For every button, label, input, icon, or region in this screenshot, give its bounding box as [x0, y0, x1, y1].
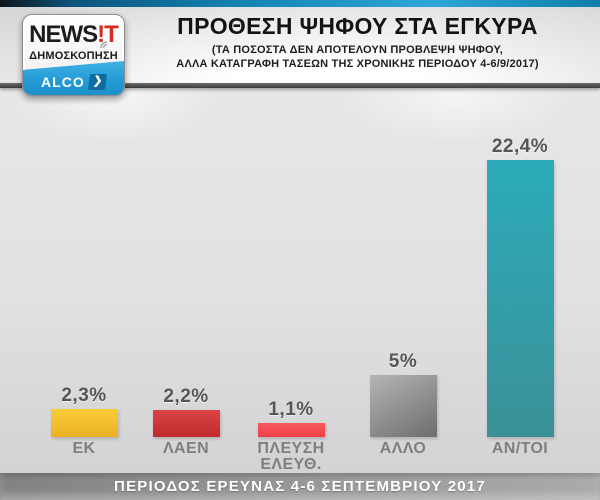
alco-label: ALCO	[41, 74, 85, 90]
bar	[486, 160, 554, 437]
logo-wordmark: NEWS!T	[23, 21, 124, 49]
title-block: ΠΡΟΘΕΣΗ ΨΗΦΟΥ ΣΤΑ ΕΓΚΥΡΑ (ΤΑ ΠΟΣΟΣΤΑ ΔΕΝ…	[130, 13, 585, 71]
footer-bar: ΠΕΡΙΟΔΟΣ ΕΡΕΥΝΑΣ 4-6 ΣΕΠΤΕΜΒΡΙΟΥ 2017	[0, 473, 600, 500]
bar-group: 2,3% ΕΚ	[29, 385, 139, 457]
signal-icon	[100, 41, 108, 49]
bar-group: 2,2% ΛΑΕΝ	[131, 386, 241, 457]
footer-text: ΠΕΡΙΟΔΟΣ ΕΡΕΥΝΑΣ 4-6 ΣΕΠΤΕΜΒΡΙΟΥ 2017	[114, 478, 486, 495]
bar-group: 5% ΑΛΛΟ	[348, 351, 458, 457]
chart-subtitle-line2: ΑΛΛΑ ΚΑΤΑΓΡΑΦΗ ΤΑΣΕΩΝ ΤΗΣ ΧΡΟΝΙΚΗΣ ΠΕΡΙΟ…	[176, 58, 539, 70]
bar-value-label: 2,2%	[163, 386, 209, 407]
header-divider	[0, 83, 600, 88]
bar	[152, 410, 220, 437]
bar-group: 22,4% ΑΝ/ΤΟΙ	[465, 136, 575, 457]
bar-value-label: 1,1%	[268, 399, 314, 420]
bar-value-label: 5%	[388, 351, 418, 372]
top-accent-bar	[0, 0, 600, 7]
bar-value-label: 22,4%	[491, 136, 549, 157]
bar-category-label: ΕΚ	[72, 440, 96, 457]
bar-category-label: ΑΝ/ΤΟΙ	[491, 440, 549, 457]
logo-text-news: NEWS	[29, 21, 98, 48]
bar-group: 1,1% ΠΛΕΥΣΗ ΕΛΕΥΘ.	[236, 399, 346, 473]
chevron-right-icon: ❯	[87, 74, 108, 90]
chart-title: ΠΡΟΘΕΣΗ ΨΗΦΟΥ ΣΤΑ ΕΓΚΥΡΑ	[177, 13, 538, 39]
bar	[257, 423, 325, 437]
bar-category-label: ΛΑΕΝ	[162, 440, 210, 457]
bar	[369, 375, 437, 437]
alco-ribbon: ALCO ❯	[23, 61, 124, 95]
bar-chart: 2,3% ΕΚ 2,2% ΛΑΕΝ 1,1% ΠΛΕΥΣΗ ΕΛΕΥΘ. 5% ΑΛΛΟ 22,…	[0, 88, 600, 473]
chart-subtitle-line1: (ΤΑ ΠΟΣΟΣΤΑ ΔΕΝ ΑΠΟΤΕΛΟΥΝ ΠΡΟΒΛΕΨΗ ΨΗΦΟΥ…	[211, 44, 504, 56]
bar-category-label: ΑΛΛΟ	[379, 440, 427, 457]
bar	[50, 409, 118, 437]
logo-text-it: !T	[97, 21, 119, 48]
logo-subtitle: ΔΗΜΟΣΚΟΠΗΣΗ	[29, 50, 118, 62]
bar-value-label: 2,3%	[61, 385, 107, 406]
newsit-logo: NEWS!T ΔΗΜΟΣΚΟΠΗΣΗ ALCO ❯	[22, 14, 125, 96]
bar-category-label: ΠΛΕΥΣΗ ΕΛΕΥΘ.	[257, 440, 325, 473]
